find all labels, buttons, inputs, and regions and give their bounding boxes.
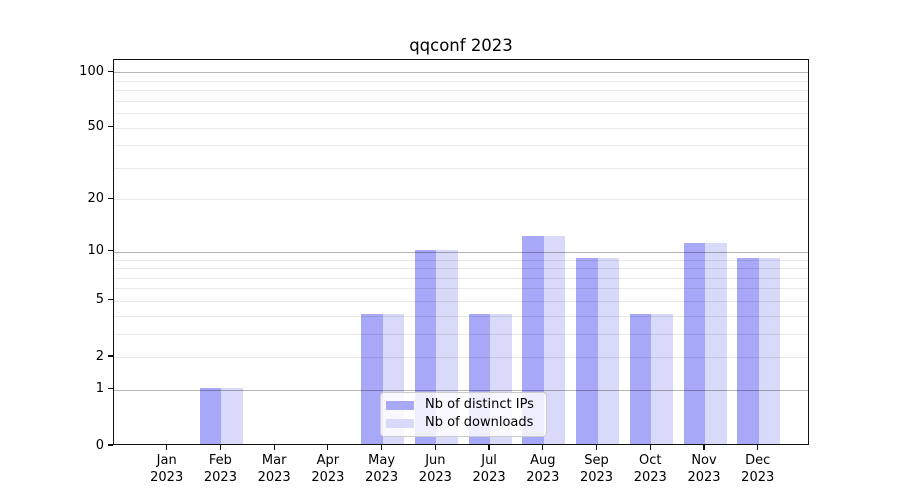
y-tick-mark: [108, 70, 113, 72]
x-tick-mark: [542, 445, 544, 450]
bar-downloads-dec: [758, 257, 781, 444]
y-tick-label: 20: [87, 190, 104, 206]
bar-downloads-oct: [651, 313, 673, 444]
x-tick-mark: [757, 445, 759, 450]
y-tick-label: 100: [79, 63, 104, 79]
legend-swatch-distinct-ips: [386, 400, 414, 410]
x-tick-year: 2023: [687, 469, 721, 485]
x-tick-year: 2023: [418, 469, 452, 485]
x-tick-year: 2023: [741, 469, 775, 485]
minor-gridline: [114, 277, 808, 279]
x-tick-year: 2023: [365, 469, 399, 485]
y-tick-label: 2: [95, 348, 104, 364]
major-gridline: [114, 389, 808, 391]
y-tick-mark: [108, 444, 113, 446]
y-tick-label: 10: [87, 243, 104, 259]
legend-label: Nb of distinct IPs: [425, 397, 534, 413]
x-tick-label-mar: Mar 2023: [257, 453, 291, 485]
x-tick-label-jul: Jul 2023: [472, 453, 506, 485]
x-tick-mark: [166, 445, 168, 450]
minor-gridline: [114, 315, 808, 317]
minor-gridline: [114, 333, 808, 335]
x-tick-year: 2023: [150, 469, 184, 485]
minor-gridline: [114, 357, 808, 359]
y-tick-mark: [108, 125, 113, 128]
bar-downloads-aug: [543, 236, 566, 444]
minor-gridline: [114, 288, 808, 290]
y-tick-mark: [108, 250, 113, 252]
legend-row: Nb of distinct IPs: [386, 398, 546, 412]
x-tick-year: 2023: [257, 469, 291, 485]
bar-distinct-ips-may: [361, 313, 383, 444]
x-tick-label-oct: Oct 2023: [633, 453, 667, 485]
minor-gridline: [114, 167, 808, 169]
bar-downloads-nov: [705, 242, 727, 444]
minor-gridline: [114, 199, 808, 201]
minor-gridline: [114, 90, 808, 92]
x-tick-label-feb: Feb 2023: [203, 453, 237, 485]
x-tick-label-dec: Dec 2023: [741, 453, 775, 485]
x-tick-year: 2023: [579, 469, 614, 485]
y-tick-mark: [108, 388, 113, 390]
x-tick-label-nov: Nov 2023: [687, 453, 721, 485]
x-tick-label-may: May 2023: [365, 453, 399, 485]
y-tick-label: 50: [87, 119, 104, 135]
x-tick-mark: [649, 445, 651, 450]
minor-gridline: [114, 145, 808, 147]
x-tick-mark: [327, 445, 329, 450]
bar-distinct-ips-feb: [199, 387, 222, 444]
grid-layer: [114, 60, 808, 445]
y-tick-label: 5: [95, 292, 104, 308]
y-tick-mark: [108, 299, 113, 301]
legend-label: Nb of downloads: [425, 415, 534, 431]
x-tick-year: 2023: [526, 469, 560, 485]
x-tick-label-aug: Aug 2023: [526, 453, 560, 485]
x-tick-mark: [381, 445, 383, 450]
bar-distinct-ips-nov: [683, 242, 705, 444]
x-tick-label-sep: Sep 2023: [579, 453, 614, 485]
x-tick-mark: [703, 445, 705, 450]
minor-gridline: [114, 80, 808, 82]
minor-gridline: [114, 100, 808, 102]
x-tick-label-apr: Apr 2023: [311, 453, 345, 485]
y-tick-label: 1: [95, 381, 104, 397]
x-tick-mark: [219, 445, 222, 450]
major-gridline: [114, 251, 808, 253]
minor-gridline: [114, 259, 808, 261]
bar-distinct-ips-sep: [576, 257, 598, 444]
minor-gridline: [114, 113, 808, 115]
chart-title: qqconf 2023: [409, 36, 513, 55]
x-tick-mark: [595, 445, 598, 450]
minor-gridline: [114, 300, 808, 302]
x-tick-mark: [273, 445, 275, 450]
x-tick-year: 2023: [203, 469, 237, 485]
x-tick-label-jan: Jan 2023: [150, 453, 184, 485]
bar-distinct-ips-dec: [737, 257, 759, 444]
legend: Nb of distinct IPs Nb of downloads: [380, 391, 547, 437]
y-tick-label: 0: [95, 437, 104, 453]
minor-gridline: [114, 127, 808, 129]
bar-distinct-ips-oct: [629, 313, 652, 444]
x-tick-year: 2023: [472, 469, 506, 485]
y-tick-mark: [108, 197, 113, 199]
legend-row: Nb of downloads: [386, 416, 546, 430]
legend-swatch-downloads: [386, 418, 414, 428]
x-tick-mark: [488, 445, 490, 450]
minor-gridline: [114, 268, 808, 270]
major-gridline: [114, 72, 808, 74]
y-tick-mark: [108, 355, 113, 357]
x-tick-year: 2023: [311, 469, 345, 485]
bar-downloads-feb: [221, 387, 243, 444]
x-tick-label-jun: Jun 2023: [418, 453, 452, 485]
x-tick-year: 2023: [633, 469, 667, 485]
bar-downloads-sep: [597, 257, 620, 444]
x-tick-mark: [434, 445, 436, 450]
